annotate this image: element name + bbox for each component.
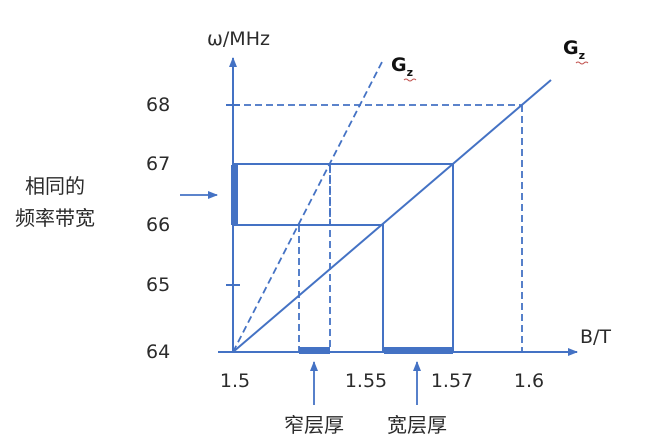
y-tick-label-68: 68 <box>146 94 170 116</box>
bandwidth-highlight-bar <box>231 165 238 225</box>
x-tick-label-1-5: 1.5 <box>220 370 250 392</box>
gentle-label-underline <box>575 61 589 65</box>
x-tick-label-1-55: 1.55 <box>345 370 387 392</box>
band-66-67-dashed-box <box>232 163 331 226</box>
y-tick-label-67: 67 <box>146 153 170 175</box>
narrow-slice-bar <box>299 347 330 354</box>
y-axis-title: ω/MHz <box>207 28 270 50</box>
bandwidth-label-line2: 频率带宽 <box>15 206 95 230</box>
y-tick-label-65: 65 <box>146 274 170 296</box>
steep-gradient-letter: G <box>391 54 407 76</box>
gentle-gradient-line <box>232 79 552 353</box>
x-axis-title: B/T <box>580 326 611 348</box>
gentle-gradient-label: Gz <box>563 37 585 62</box>
x-tick-label-1-57: 1.57 <box>431 370 473 392</box>
gentle-gradient-letter: G <box>563 37 579 59</box>
band-66-solid-outline <box>233 224 384 352</box>
band-67-solid-outline <box>233 163 454 352</box>
steep-label-underline <box>403 78 417 82</box>
y-tick-label-66: 66 <box>146 214 170 236</box>
y-tick-label-64: 64 <box>146 341 170 363</box>
steep-gradient-subscript: z <box>407 66 413 79</box>
bandwidth-label-line1: 相同的 <box>25 174 85 198</box>
thick-slice-bar <box>384 347 453 354</box>
thin-slice-label: 窄层厚 <box>284 413 344 437</box>
gentle-gradient-subscript: z <box>579 49 585 62</box>
steep-gradient-label: Gz <box>391 54 413 79</box>
thick-slice-label: 宽层厚 <box>387 413 447 437</box>
x-tick-label-1-6: 1.6 <box>514 370 544 392</box>
